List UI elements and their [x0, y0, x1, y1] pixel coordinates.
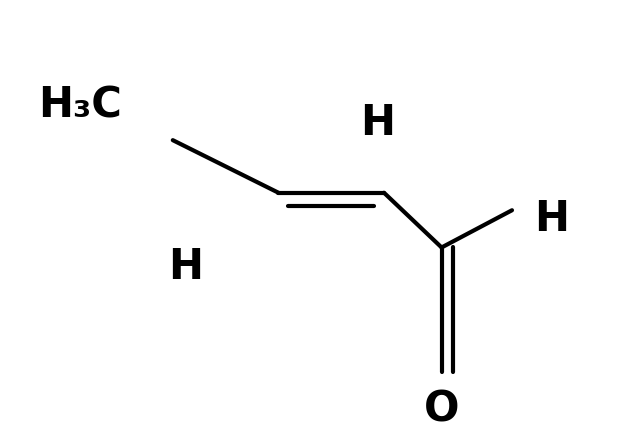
Text: O: O: [424, 389, 460, 431]
Text: H₃C: H₃C: [38, 84, 122, 126]
Text: H: H: [534, 198, 570, 240]
Text: H: H: [360, 102, 395, 144]
Text: H: H: [168, 246, 203, 288]
